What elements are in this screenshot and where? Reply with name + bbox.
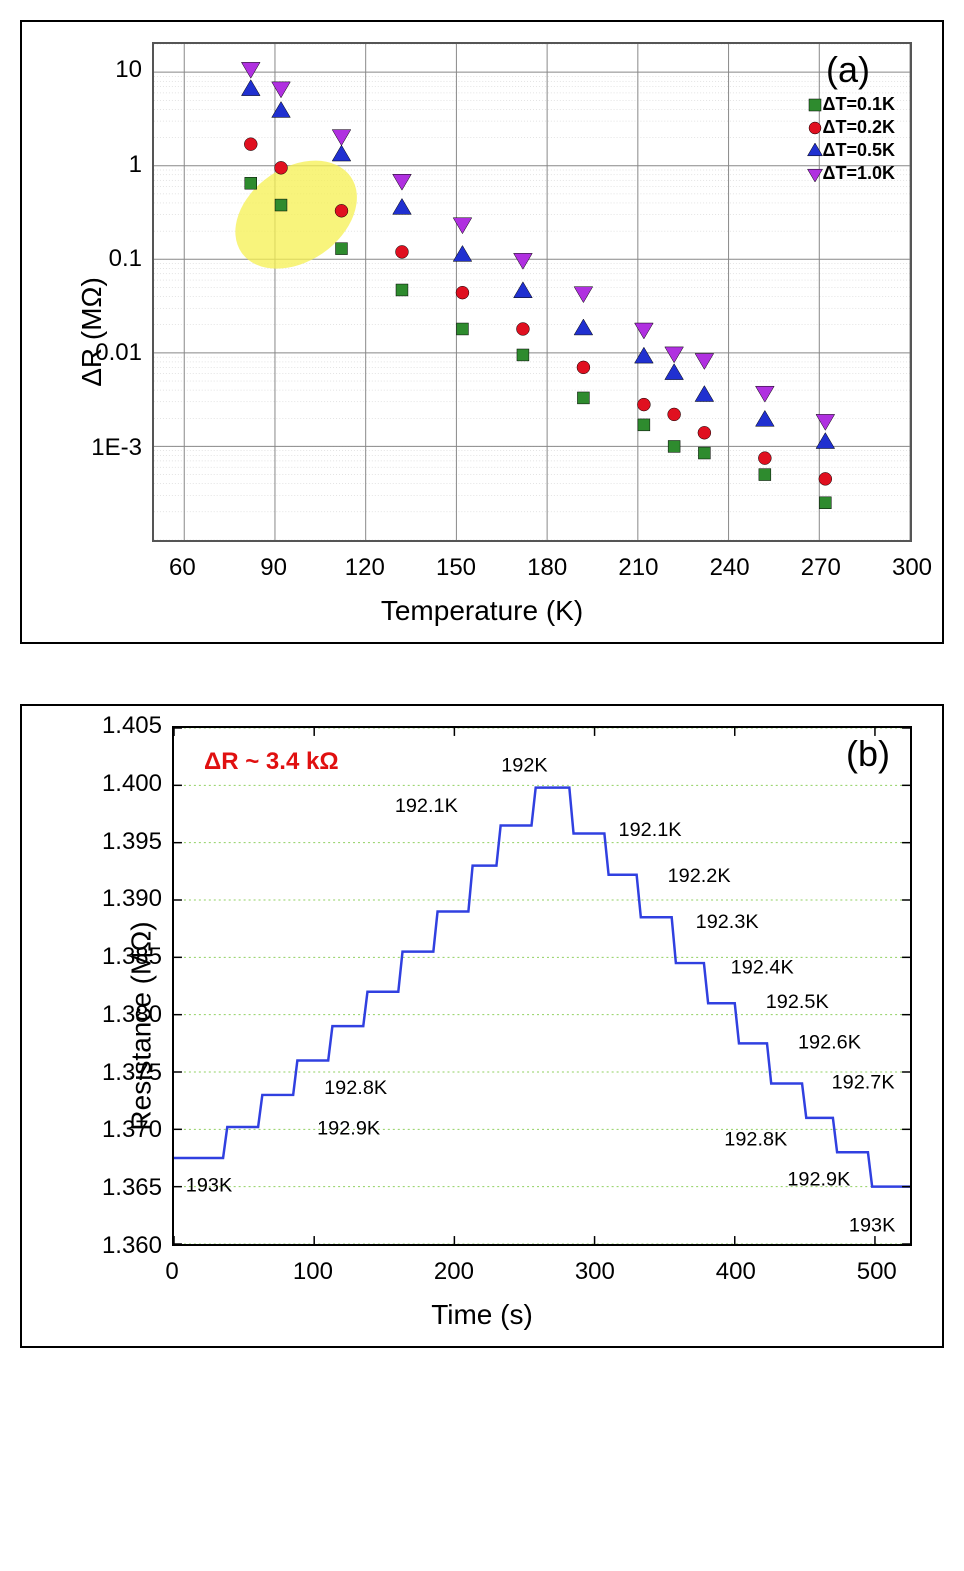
x-axis-label-a: Temperature (K): [381, 595, 583, 627]
legend-item: ΔT=0.2K: [807, 117, 895, 138]
y-tick-label: 1.370: [102, 1116, 162, 1144]
y-tick-label: 1.395: [102, 828, 162, 856]
x-tick-label: 60: [169, 554, 196, 582]
chart-b-svg: 193K 192.9K 192.8K 192K 192.1K 192.1K 192.2K 19…: [174, 728, 910, 1244]
x-tick-label: 400: [716, 1258, 756, 1286]
legend-marker-icon: [807, 120, 823, 136]
y-tick-label: 1.375: [102, 1059, 162, 1087]
x-axis-label-b: Time (s): [431, 1299, 533, 1331]
svg-text:192.1K: 192.1K: [619, 819, 683, 841]
x-tick-label: 120: [345, 554, 385, 582]
svg-text:193K: 193K: [849, 1214, 896, 1236]
svg-text:192.1K: 192.1K: [395, 795, 459, 817]
y-tick-label: 0.01: [95, 339, 142, 367]
y-axis-label-a: ΔR (MΩ): [76, 277, 108, 387]
svg-text:192.8K: 192.8K: [324, 1077, 388, 1099]
plot-area-b: 193K 192.9K 192.8K 192K 192.1K 192.1K 192.2K 19…: [172, 726, 912, 1246]
legend-item: ΔT=1.0K: [807, 163, 895, 184]
svg-text:192.2K: 192.2K: [668, 865, 732, 887]
chart-panel-b: Resistance (MΩ) Time (s) 193K192.9K192.8…: [20, 704, 944, 1348]
svg-text:192.5K: 192.5K: [766, 991, 830, 1013]
y-tick-label: 1.365: [102, 1174, 162, 1202]
svg-text:192.8K: 192.8K: [724, 1128, 788, 1150]
delta-r-annotation: ΔR ~ 3.4 kΩ: [204, 748, 339, 776]
x-tick-label: 240: [710, 554, 750, 582]
legend-label: ΔT=0.1K: [823, 94, 895, 115]
y-tick-label: 1.385: [102, 943, 162, 971]
legend-label: ΔT=0.2K: [823, 117, 895, 138]
svg-text:192.9K: 192.9K: [787, 1169, 851, 1191]
x-tick-label: 90: [260, 554, 287, 582]
svg-text:192K: 192K: [501, 755, 548, 777]
svg-text:192.6K: 192.6K: [798, 1031, 862, 1053]
svg-text:192.3K: 192.3K: [696, 911, 760, 933]
plot-area-a: (a) ΔT=0.1KΔT=0.2KΔT=0.5KΔT=1.0K: [152, 42, 912, 542]
x-tick-label: 150: [436, 554, 476, 582]
legend-label: ΔT=1.0K: [823, 163, 895, 184]
x-tick-label: 500: [857, 1258, 897, 1286]
y-tick-label: 10: [115, 56, 142, 84]
svg-text:192.7K: 192.7K: [832, 1071, 896, 1093]
x-tick-label: 270: [801, 554, 841, 582]
x-tick-label: 100: [293, 1258, 333, 1286]
legend-marker-icon: [807, 97, 823, 113]
y-tick-label: 1.390: [102, 885, 162, 913]
y-tick-label: 1.360: [102, 1232, 162, 1260]
legend-marker-icon: [807, 143, 823, 159]
svg-text:192.9K: 192.9K: [317, 1117, 381, 1139]
x-tick-label: 200: [434, 1258, 474, 1286]
figure-container: ΔR (MΩ) Temperature (K) (a) ΔT=0.1KΔT=0.…: [20, 20, 944, 1348]
y-tick-label: 1.380: [102, 1001, 162, 1029]
svg-text:193K: 193K: [186, 1174, 233, 1196]
chart-a-svg: [154, 44, 910, 540]
chart-panel-a: ΔR (MΩ) Temperature (K) (a) ΔT=0.1KΔT=0.…: [20, 20, 944, 644]
x-tick-label: 180: [527, 554, 567, 582]
y-tick-label: 1E-3: [91, 434, 142, 462]
x-tick-label: 210: [618, 554, 658, 582]
x-tick-label: 0: [165, 1258, 178, 1286]
legend-item: ΔT=0.5K: [807, 140, 895, 161]
panel-label-a: (a): [826, 49, 870, 91]
legend-a: ΔT=0.1KΔT=0.2KΔT=0.5KΔT=1.0K: [807, 94, 895, 186]
y-tick-label: 0.1: [109, 245, 142, 273]
y-tick-label: 1.405: [102, 712, 162, 740]
svg-text:192.4K: 192.4K: [731, 957, 795, 979]
legend-marker-icon: [807, 166, 823, 182]
x-tick-label: 300: [575, 1258, 615, 1286]
y-tick-label: 1: [129, 151, 142, 179]
y-tick-label: 1.400: [102, 770, 162, 798]
legend-label: ΔT=0.5K: [823, 140, 895, 161]
x-tick-label: 300: [892, 554, 932, 582]
panel-label-b: (b): [846, 733, 890, 775]
legend-item: ΔT=0.1K: [807, 94, 895, 115]
